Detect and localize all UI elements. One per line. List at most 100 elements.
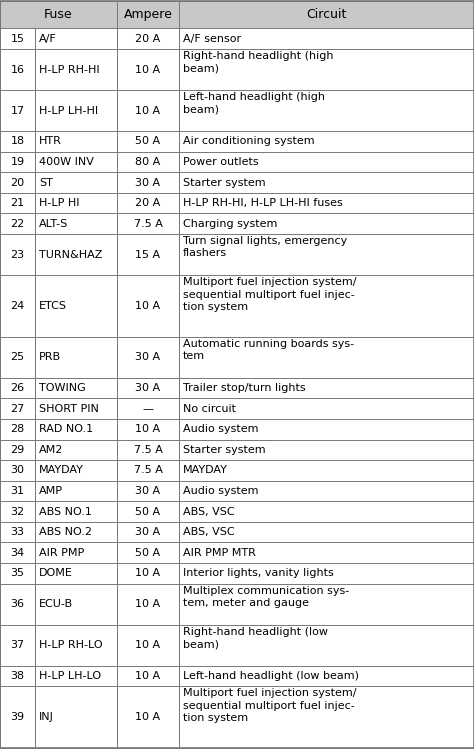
Bar	[35, 686, 117, 748]
Text: AMP: AMP	[39, 486, 63, 496]
Bar	[179, 337, 474, 378]
Text: ABS NO.1: ABS NO.1	[39, 506, 92, 517]
Bar	[179, 49, 474, 90]
Text: 30 A: 30 A	[136, 383, 161, 393]
Bar	[117, 419, 179, 440]
Bar	[179, 378, 474, 398]
Bar	[35, 481, 117, 501]
Text: 34: 34	[10, 548, 25, 558]
Bar	[0, 522, 35, 542]
Text: 27: 27	[10, 404, 25, 413]
Bar	[117, 522, 179, 542]
Text: MAYDAY: MAYDAY	[39, 465, 84, 476]
Bar	[0, 481, 35, 501]
Bar	[0, 172, 474, 193]
Text: 10 A: 10 A	[136, 712, 161, 722]
Text: ALT-S: ALT-S	[39, 219, 68, 228]
Text: RAD NO.1: RAD NO.1	[39, 425, 93, 434]
Bar	[0, 501, 474, 522]
Bar	[0, 419, 35, 440]
Bar	[35, 275, 117, 337]
Bar	[0, 625, 474, 666]
Bar	[0, 625, 35, 666]
Bar	[0, 419, 474, 440]
Bar	[0, 1, 117, 28]
Bar	[35, 440, 117, 460]
Text: AIR PMP: AIR PMP	[39, 548, 84, 558]
Text: 21: 21	[10, 198, 25, 208]
Text: Automatic running boards sys-
tem: Automatic running boards sys- tem	[183, 339, 354, 361]
Text: 16: 16	[10, 64, 25, 75]
Text: H-LP RH-HI, H-LP LH-HI fuses: H-LP RH-HI, H-LP LH-HI fuses	[183, 198, 343, 208]
Text: Audio system: Audio system	[183, 486, 258, 496]
Text: ETCS: ETCS	[39, 301, 67, 311]
Bar	[0, 90, 474, 131]
Bar	[117, 563, 179, 583]
Bar	[35, 28, 117, 49]
Bar	[117, 172, 179, 193]
Text: PRB: PRB	[39, 352, 61, 363]
Bar	[0, 563, 474, 583]
Bar	[0, 213, 35, 234]
Text: 10 A: 10 A	[136, 425, 161, 434]
Bar	[35, 522, 117, 542]
Text: Right-hand headlight (low
beam): Right-hand headlight (low beam)	[183, 627, 328, 649]
Text: Interior lights, vanity lights: Interior lights, vanity lights	[183, 568, 334, 578]
Bar	[117, 275, 179, 337]
Text: 30: 30	[10, 465, 25, 476]
Bar	[179, 398, 474, 419]
Text: 7.5 A: 7.5 A	[134, 219, 163, 228]
Bar	[179, 501, 474, 522]
Text: ECU-B: ECU-B	[39, 599, 73, 609]
Bar	[0, 193, 474, 213]
Text: 80 A: 80 A	[136, 157, 161, 167]
Bar	[0, 666, 474, 686]
Bar	[179, 1, 474, 28]
Bar	[179, 213, 474, 234]
Text: H-LP RH-LO: H-LP RH-LO	[39, 640, 103, 650]
Bar	[0, 90, 35, 131]
Text: A/F sensor: A/F sensor	[183, 34, 241, 43]
Bar	[0, 275, 35, 337]
Text: H-LP LH-HI: H-LP LH-HI	[39, 106, 98, 115]
Text: 23: 23	[10, 249, 25, 260]
Text: Turn signal lights, emergency
flashers: Turn signal lights, emergency flashers	[183, 236, 347, 258]
Text: 37: 37	[10, 640, 25, 650]
Bar	[179, 193, 474, 213]
Text: 10 A: 10 A	[136, 671, 161, 681]
Text: 15: 15	[10, 34, 25, 43]
Text: Left-hand headlight (high
beam): Left-hand headlight (high beam)	[183, 92, 325, 115]
Bar	[35, 152, 117, 172]
Bar	[117, 337, 179, 378]
Text: H-LP RH-HI: H-LP RH-HI	[39, 64, 100, 75]
Bar	[179, 440, 474, 460]
Bar	[179, 234, 474, 275]
Text: 17: 17	[10, 106, 25, 115]
Bar	[179, 460, 474, 481]
Text: HTR: HTR	[39, 136, 62, 147]
Text: 28: 28	[10, 425, 25, 434]
Text: —: —	[143, 404, 154, 413]
Text: MAYDAY: MAYDAY	[183, 465, 228, 476]
Text: TURN&HAZ: TURN&HAZ	[39, 249, 102, 260]
Text: 26: 26	[10, 383, 25, 393]
Text: 30 A: 30 A	[136, 178, 161, 187]
Text: 10 A: 10 A	[136, 106, 161, 115]
Text: 24: 24	[10, 301, 25, 311]
Bar	[179, 686, 474, 748]
Bar	[117, 152, 179, 172]
Bar	[117, 542, 179, 563]
Bar	[179, 419, 474, 440]
Bar	[0, 234, 35, 275]
Text: H-LP HI: H-LP HI	[39, 198, 80, 208]
Bar	[179, 152, 474, 172]
Bar	[35, 666, 117, 686]
Text: 50 A: 50 A	[136, 548, 161, 558]
Text: 7.5 A: 7.5 A	[134, 465, 163, 476]
Bar	[117, 460, 179, 481]
Text: 22: 22	[10, 219, 25, 228]
Bar	[0, 337, 35, 378]
Text: 7.5 A: 7.5 A	[134, 445, 163, 455]
Text: 39: 39	[10, 712, 25, 722]
Text: Starter system: Starter system	[183, 178, 265, 187]
